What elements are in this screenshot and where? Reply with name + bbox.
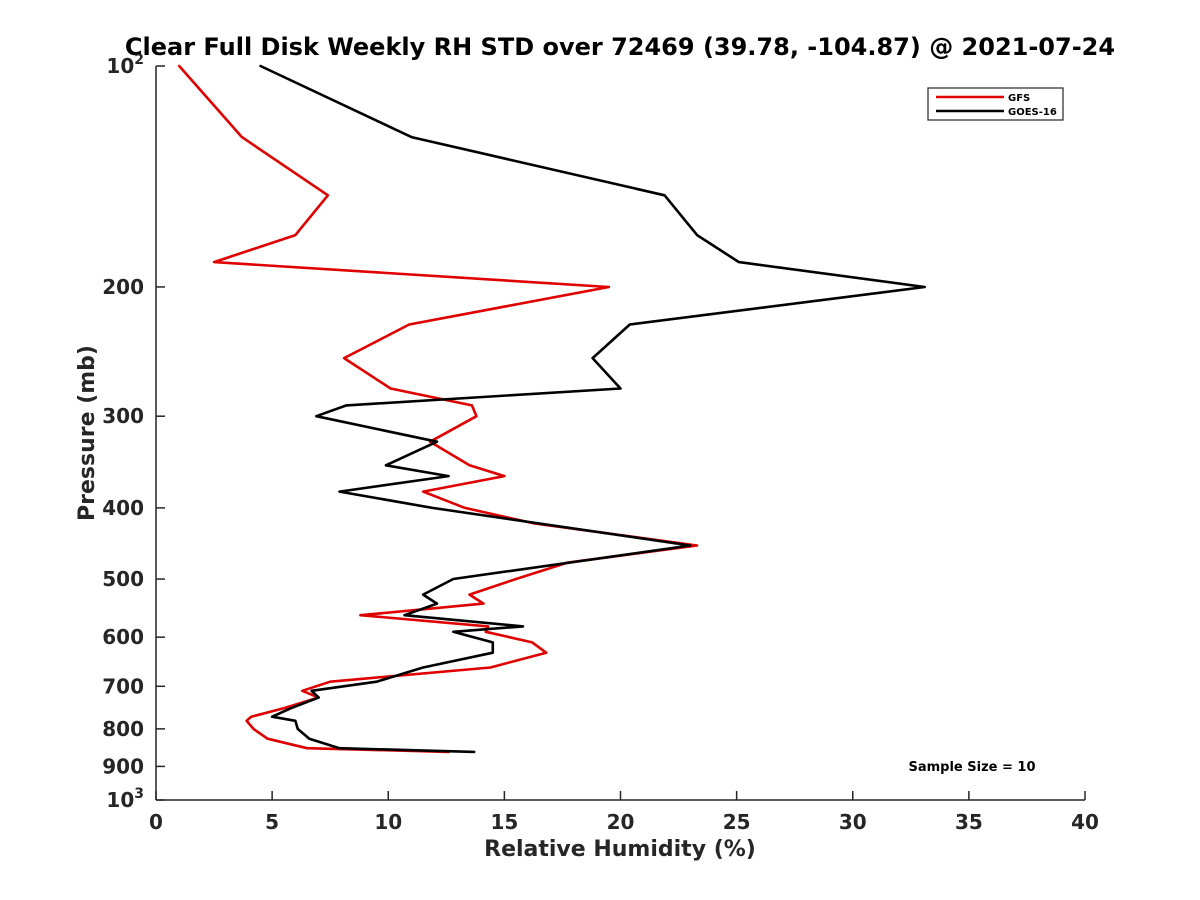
x-tick-label: 40 — [1071, 810, 1099, 834]
x-tick-label: 0 — [149, 810, 163, 834]
series-line-goes-16 — [259, 64, 927, 754]
x-tick-label: 5 — [265, 810, 279, 834]
x-tick-label: 10 — [374, 810, 402, 834]
legend-box — [927, 87, 1064, 121]
y-tick-label: 300 — [102, 404, 144, 428]
y-tick-label: 900 — [102, 754, 144, 778]
legend-label: GFS — [1008, 93, 1030, 104]
y-tick-label: 800 — [102, 717, 144, 741]
y-tick-label: 200 — [102, 275, 144, 299]
chart-title: Clear Full Disk Weekly RH STD over 72469… — [125, 33, 1115, 61]
sample-size-annotation: Sample Size = 10 — [908, 760, 1035, 775]
legend: GFS GOES-16 — [927, 87, 1064, 121]
x-tick-label: 35 — [955, 810, 983, 834]
y-tick-label: 500 — [102, 567, 144, 591]
series-line-gfs — [177, 64, 699, 754]
y-tick-label: 600 — [102, 625, 144, 649]
y-tick-label: 700 — [102, 674, 144, 698]
legend-label: GOES-16 — [1008, 107, 1057, 118]
y-axis-label: Pressure (mb) — [75, 345, 100, 521]
x-tick-label: 15 — [490, 810, 518, 834]
x-axis-label: Relative Humidity (%) — [484, 837, 756, 862]
y-tick-label: 102 — [106, 52, 144, 78]
x-tick-label: 20 — [607, 810, 635, 834]
y-tick-label: 103 — [106, 786, 144, 812]
plot-area: 0 5 10 15 20 25 30 35 40 102 200 300 400 500 600 700 800… — [102, 52, 1099, 834]
x-tick-label: 30 — [839, 810, 867, 834]
x-tick-label: 25 — [723, 810, 751, 834]
y-tick-label: 400 — [102, 496, 144, 520]
